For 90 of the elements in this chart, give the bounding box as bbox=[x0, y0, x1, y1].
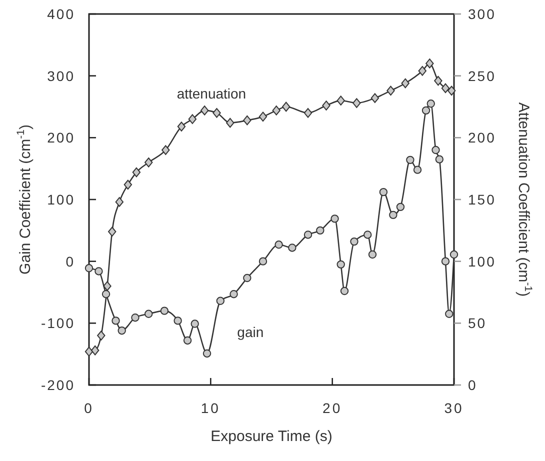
point bbox=[183, 336, 192, 345]
point bbox=[434, 76, 442, 86]
x-tick-label: 20 bbox=[322, 400, 342, 416]
point bbox=[97, 330, 106, 340]
series-label: gain bbox=[237, 324, 264, 340]
point bbox=[447, 86, 456, 96]
point bbox=[426, 58, 434, 68]
point bbox=[84, 346, 94, 357]
point bbox=[131, 314, 140, 322]
point bbox=[379, 188, 388, 196]
y2-tick-label: 50 bbox=[468, 315, 487, 332]
y-tick-label: -100 bbox=[40, 315, 75, 332]
point bbox=[190, 320, 199, 328]
y2-tick-label: 150 bbox=[468, 192, 496, 208]
point bbox=[340, 286, 349, 296]
point bbox=[212, 108, 221, 118]
point bbox=[352, 98, 361, 108]
x-tick-label: 30 bbox=[444, 400, 464, 416]
point bbox=[216, 296, 224, 305]
point bbox=[396, 202, 405, 212]
y-tick-label: -200 bbox=[40, 377, 75, 393]
point bbox=[389, 210, 398, 220]
y2-tick-label: 200 bbox=[468, 130, 496, 146]
y2-tick-label: 300 bbox=[468, 6, 496, 22]
point bbox=[304, 230, 312, 239]
y-tick-label: 100 bbox=[47, 192, 75, 208]
y-tick-label: 0 bbox=[66, 253, 75, 270]
y2-tick-label: 250 bbox=[468, 68, 496, 84]
point bbox=[160, 306, 169, 315]
point bbox=[115, 197, 124, 207]
point bbox=[108, 226, 116, 237]
point bbox=[144, 310, 153, 318]
point bbox=[316, 226, 324, 235]
x-tick-label: 0 bbox=[84, 400, 94, 416]
x-tick-label: 10 bbox=[200, 400, 220, 416]
point bbox=[441, 83, 450, 94]
point bbox=[103, 281, 112, 291]
point bbox=[274, 240, 283, 249]
point bbox=[94, 267, 103, 276]
point bbox=[102, 290, 110, 298]
point bbox=[364, 230, 372, 239]
point bbox=[144, 158, 153, 168]
point bbox=[162, 145, 170, 155]
point bbox=[288, 244, 296, 252]
point bbox=[282, 102, 290, 112]
y-tick-label: 200 bbox=[47, 130, 75, 146]
point bbox=[304, 108, 312, 118]
point bbox=[322, 100, 330, 110]
y2-tick-label: 100 bbox=[468, 253, 496, 270]
point bbox=[124, 180, 132, 190]
point bbox=[450, 250, 458, 259]
point bbox=[422, 106, 430, 115]
point bbox=[426, 100, 435, 108]
point bbox=[336, 260, 345, 269]
point bbox=[350, 237, 358, 246]
point bbox=[445, 310, 454, 318]
series-label: attenuation bbox=[176, 86, 246, 102]
point bbox=[336, 96, 345, 106]
x-axis-title: Exposure Time (s) bbox=[210, 428, 332, 445]
point bbox=[200, 106, 209, 116]
point bbox=[243, 274, 252, 282]
point bbox=[368, 250, 377, 259]
point bbox=[84, 264, 94, 272]
point bbox=[112, 316, 120, 325]
point bbox=[258, 112, 268, 122]
point bbox=[401, 78, 410, 88]
point bbox=[202, 349, 212, 358]
point bbox=[330, 214, 339, 223]
point bbox=[226, 118, 234, 128]
point bbox=[272, 106, 280, 116]
point bbox=[413, 166, 422, 174]
point bbox=[418, 66, 426, 76]
point bbox=[174, 316, 182, 325]
point bbox=[243, 115, 252, 126]
point bbox=[441, 257, 450, 266]
point bbox=[406, 156, 414, 164]
y2-tick-label: 0 bbox=[468, 377, 478, 393]
point bbox=[432, 146, 440, 154]
point bbox=[132, 167, 141, 178]
point bbox=[370, 93, 380, 103]
point bbox=[177, 122, 186, 132]
point bbox=[435, 155, 444, 164]
point bbox=[258, 257, 268, 266]
y-tick-label: 400 bbox=[47, 6, 75, 22]
point bbox=[90, 345, 100, 356]
point bbox=[118, 326, 126, 335]
y-tick-label: 300 bbox=[47, 68, 75, 84]
point bbox=[386, 86, 395, 96]
point bbox=[188, 114, 197, 124]
point bbox=[230, 290, 238, 298]
